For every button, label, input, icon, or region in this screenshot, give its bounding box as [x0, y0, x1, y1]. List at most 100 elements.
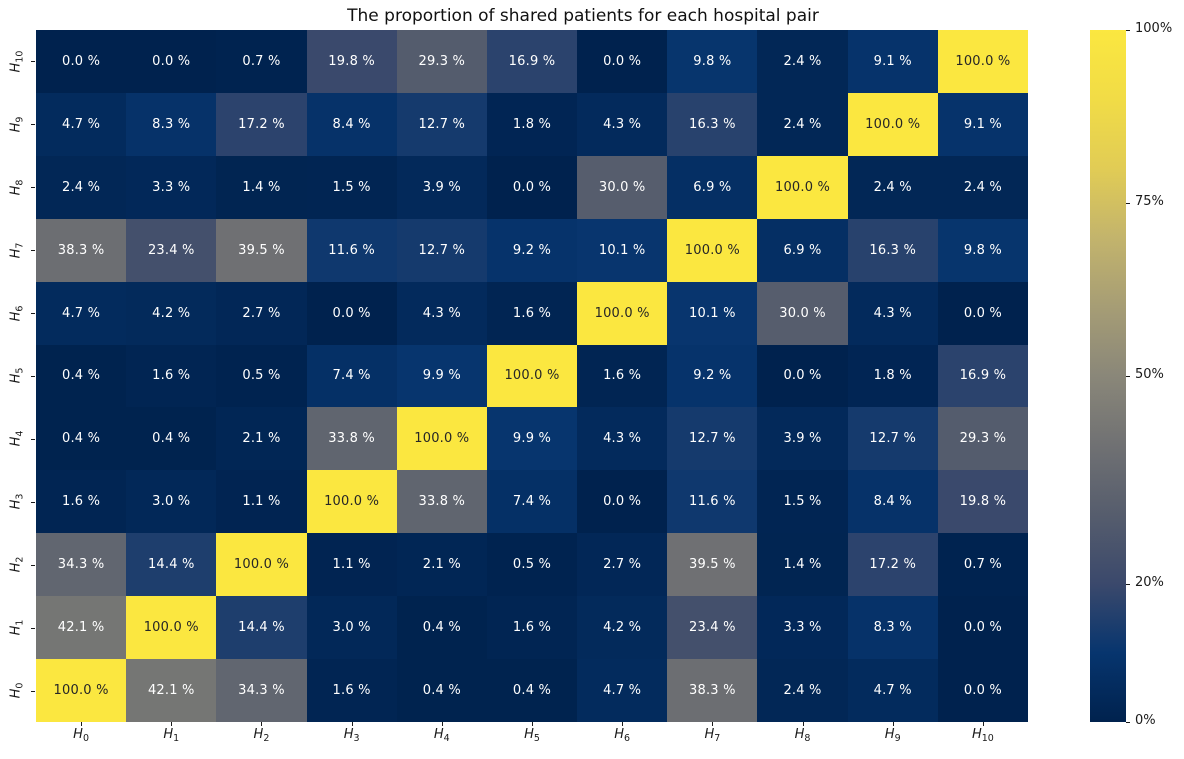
- heatmap-cell-H3-H1: 3.0 %: [126, 470, 217, 534]
- y-tick-mark: [31, 501, 35, 503]
- colorbar-tick-mark: [1126, 722, 1130, 723]
- x-tick-mark: [982, 722, 984, 726]
- heatmap-cell-H7-H5: 9.2 %: [486, 218, 578, 282]
- heatmap-cell-H7-H8: 6.9 %: [757, 218, 848, 282]
- y-tick-label-H0: H0: [8, 682, 26, 699]
- heatmap-cell-H0-H7: 38.3 %: [667, 659, 758, 722]
- heatmap-cell-H5-H9: 1.8 %: [847, 344, 938, 408]
- heatmap-cell-H3-H3: 100.0 %: [306, 470, 397, 534]
- heatmap-cell-H10-H2: 0.7 %: [216, 30, 307, 93]
- heatmap-cell-H0-H10: 0.0 %: [937, 659, 1028, 722]
- heatmap-cell-H6-H10: 0.0 %: [937, 281, 1028, 345]
- heatmap-cell-H6-H8: 30.0 %: [757, 281, 848, 345]
- x-tick-label-H2: H2: [253, 727, 270, 744]
- heatmap-cell-H0-H0: 100.0 %: [36, 659, 127, 722]
- heatmap-cell-H8-H1: 3.3 %: [126, 155, 217, 219]
- heatmap-cell-H6-H5: 1.6 %: [486, 281, 578, 345]
- heatmap-cell-H1-H2: 14.4 %: [216, 596, 307, 660]
- heatmap-cell-H6-H7: 10.1 %: [667, 281, 758, 345]
- heatmap-cell-H9-H9: 100.0 %: [847, 92, 938, 156]
- heatmap-cell-H1-H8: 3.3 %: [757, 596, 848, 660]
- heatmap-cell-H7-H3: 11.6 %: [306, 218, 397, 282]
- x-tick-label-H5: H5: [524, 727, 540, 744]
- colorbar-tick-mark: [1126, 203, 1130, 204]
- heatmap-cell-H10-H1: 0.0 %: [126, 30, 217, 93]
- y-tick-label-H4: H4: [8, 430, 26, 447]
- heatmap-cell-H1-H6: 4.2 %: [577, 596, 668, 660]
- heatmap-cell-H1-H1: 100.0 %: [126, 596, 217, 660]
- y-tick-mark: [31, 627, 35, 629]
- heatmap-cell-H7-H6: 10.1 %: [577, 218, 668, 282]
- heatmap-cell-H8-H6: 30.0 %: [577, 155, 668, 219]
- x-tick-label-H7: H7: [704, 727, 721, 744]
- x-tick-label-H6: H6: [614, 727, 631, 744]
- colorbar-tick-label-20: 20%: [1135, 574, 1164, 590]
- heatmap-cell-H4-H1: 0.4 %: [126, 407, 217, 471]
- heatmap-cell-H4-H4: 100.0 %: [396, 407, 487, 471]
- heatmap-cell-H0-H5: 0.4 %: [486, 659, 578, 722]
- heatmap-cell-H3-H10: 19.8 %: [937, 470, 1028, 534]
- heatmap-cell-H10-H3: 19.8 %: [306, 30, 397, 93]
- colorbar-tick-label-0: 0%: [1135, 713, 1156, 728]
- heatmap-cell-H7-H2: 39.5 %: [216, 218, 307, 282]
- heatmap-cell-H10-H8: 2.4 %: [757, 30, 848, 93]
- heatmap-cell-H0-H8: 2.4 %: [757, 659, 848, 722]
- y-tick-mark: [31, 61, 35, 63]
- x-tick-mark: [351, 722, 353, 726]
- heatmap-cell-H8-H3: 1.5 %: [306, 155, 397, 219]
- heatmap-cell-H6-H0: 4.7 %: [36, 281, 127, 345]
- y-tick-mark: [31, 187, 35, 189]
- colorbar-tick-label-100: 100%: [1135, 21, 1173, 36]
- heatmap-cell-H9-H7: 16.3 %: [667, 92, 758, 156]
- heatmap-cell-H7-H10: 9.8 %: [937, 218, 1028, 282]
- heatmap-cell-H1-H10: 0.0 %: [937, 596, 1028, 660]
- heatmap-cell-H1-H0: 42.1 %: [36, 596, 127, 660]
- x-tick-label-H4: H4: [433, 727, 450, 744]
- y-tick-label-H6: H6: [8, 305, 26, 321]
- colorbar-gradient: [1090, 30, 1126, 722]
- x-tick-mark: [892, 722, 894, 726]
- heatmap-cell-H2-H4: 2.1 %: [396, 533, 487, 597]
- heatmap-cell-H4-H0: 0.4 %: [36, 407, 127, 471]
- heatmap-cell-H1-H9: 8.3 %: [847, 596, 938, 660]
- heatmap-cell-H6-H3: 0.0 %: [306, 281, 397, 345]
- heatmap-cell-H10-H9: 9.1 %: [847, 30, 938, 93]
- y-tick-mark: [31, 564, 35, 566]
- heatmap-cell-H6-H9: 4.3 %: [847, 281, 938, 345]
- y-tick-label-H1: H1: [8, 619, 26, 636]
- heatmap-cell-H5-H1: 1.6 %: [126, 344, 217, 408]
- heatmap-cell-H5-H7: 9.2 %: [667, 344, 758, 408]
- y-tick-label-H9: H9: [8, 116, 26, 133]
- heatmap-cell-H3-H4: 33.8 %: [396, 470, 487, 534]
- y-tick-mark: [31, 690, 35, 692]
- heatmap-cell-H3-H5: 7.4 %: [486, 470, 578, 534]
- heatmap-cell-H8-H5: 0.0 %: [486, 155, 578, 219]
- heatmap-cell-H9-H10: 9.1 %: [937, 92, 1028, 156]
- y-tick-label-H7: H7: [8, 242, 26, 259]
- heatmap-cell-H7-H9: 16.3 %: [847, 218, 938, 282]
- heatmap-cell-H2-H7: 39.5 %: [667, 533, 758, 597]
- heatmap-cell-H2-H8: 1.4 %: [757, 533, 848, 597]
- heatmap-cell-H7-H1: 23.4 %: [126, 218, 217, 282]
- heatmap-cell-H6-H2: 2.7 %: [216, 281, 307, 345]
- heatmap-cell-H5-H2: 0.5 %: [216, 344, 307, 408]
- heatmap-cell-H5-H4: 9.9 %: [396, 344, 487, 408]
- heatmap-cell-H8-H4: 3.9 %: [396, 155, 487, 219]
- heatmap-cell-H3-H2: 1.1 %: [216, 470, 307, 534]
- heatmap-cell-H2-H3: 1.1 %: [306, 533, 397, 597]
- heatmap-cell-H2-H0: 34.3 %: [36, 533, 127, 597]
- heatmap-cell-H2-H10: 0.7 %: [937, 533, 1028, 597]
- heatmap-cell-H2-H9: 17.2 %: [847, 533, 938, 597]
- heatmap-cell-H5-H0: 0.4 %: [36, 344, 127, 408]
- heatmap-cell-H4-H8: 3.9 %: [757, 407, 848, 471]
- x-tick-mark: [622, 722, 624, 726]
- heatmap-cell-H0-H9: 4.7 %: [847, 659, 938, 722]
- heatmap-cell-H0-H6: 4.7 %: [577, 659, 668, 722]
- y-tick-label-H8: H8: [8, 179, 26, 196]
- colorbar-tick-mark: [1126, 583, 1130, 585]
- heatmap-cell-H9-H4: 12.7 %: [396, 92, 487, 156]
- x-tick-label-H10: H10: [971, 727, 994, 744]
- heatmap-cell-H9-H3: 8.4 %: [306, 92, 397, 156]
- heatmap-cell-H4-H5: 9.9 %: [486, 407, 578, 471]
- heatmap-cell-H9-H5: 1.8 %: [486, 92, 578, 156]
